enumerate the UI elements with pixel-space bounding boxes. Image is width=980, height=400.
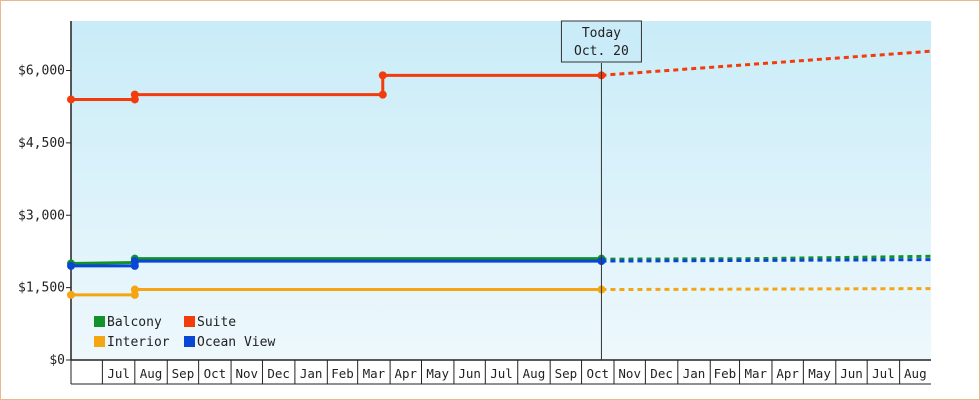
y-tick-label: $3,000 xyxy=(18,208,65,223)
series-line xyxy=(71,73,602,101)
x-month-label: Oct xyxy=(586,366,609,381)
x-month-label: Jul xyxy=(107,366,130,381)
legend-swatch xyxy=(94,316,105,327)
legend-label: Ocean View xyxy=(197,335,275,350)
legend-swatch xyxy=(184,336,195,347)
y-tick-label: $1,500 xyxy=(18,281,65,296)
x-month-label: Nov xyxy=(618,366,641,381)
legend-swatch xyxy=(184,316,195,327)
x-month-label: Apr xyxy=(776,366,799,381)
legend-swatch xyxy=(94,336,105,347)
series-forecast-line xyxy=(601,49,932,77)
series-group xyxy=(67,49,932,299)
y-tick-label: $0 xyxy=(49,353,65,368)
x-month-label: Jul xyxy=(872,366,895,381)
series-point xyxy=(67,95,75,104)
today-box xyxy=(560,20,642,63)
x-month-label: Jun xyxy=(458,366,481,381)
series-point xyxy=(378,71,387,80)
x-month-label: Feb xyxy=(331,366,354,381)
x-month-label: Mar xyxy=(363,366,386,381)
x-month-label: May xyxy=(808,366,831,381)
x-month-label: Mar xyxy=(744,366,767,381)
x-month-label: Jun xyxy=(840,366,863,381)
x-month-label: Sep xyxy=(555,366,578,381)
x-month-label: Sep xyxy=(172,366,195,381)
series-point xyxy=(130,257,139,266)
series-forecast-line xyxy=(601,254,932,261)
series-point xyxy=(67,261,75,270)
y-tick-label: $6,000 xyxy=(18,64,65,79)
x-month-label: Jul xyxy=(490,366,513,381)
x-month-label: Dec xyxy=(267,366,290,381)
x-month-label: Feb xyxy=(714,366,737,381)
x-month-label: Aug xyxy=(904,366,927,381)
series-forecast-line xyxy=(601,287,932,292)
x-month-label: Oct xyxy=(204,366,227,381)
today-marker: Today Oct. 20 xyxy=(560,20,642,360)
plot-background xyxy=(71,21,931,360)
series-point xyxy=(130,90,139,99)
legend-label: Interior xyxy=(107,335,170,350)
series-point xyxy=(67,290,75,299)
series-point xyxy=(378,90,387,99)
x-month-label: Apr xyxy=(395,366,418,381)
today-label: Today xyxy=(582,26,621,41)
x-month-label: Jan xyxy=(300,366,323,381)
x-month-label: Dec xyxy=(650,366,673,381)
legend-label: Balcony xyxy=(107,315,162,330)
x-month-label: Aug xyxy=(523,366,546,381)
x-axis: Jul Aug Sep Oct Nov Dec Jan Feb Mar Apr May Jun Jul A… xyxy=(70,359,931,385)
x-month-label: Nov xyxy=(235,366,258,381)
legend: Balcony Suite Interior Ocean View xyxy=(94,315,275,350)
today-date-label: Oct. 20 xyxy=(574,44,629,59)
x-month-label: Jan xyxy=(683,366,706,381)
x-month-label: Aug xyxy=(140,366,163,381)
x-month-label: May xyxy=(426,366,449,381)
y-tick-label: $4,500 xyxy=(18,136,65,151)
series-point xyxy=(130,285,139,294)
y-axis: $0 $1,500 $3,000 $4,500 $6,000 xyxy=(18,21,72,368)
series-forecast-line xyxy=(601,258,932,263)
legend-label: Suite xyxy=(197,315,236,330)
